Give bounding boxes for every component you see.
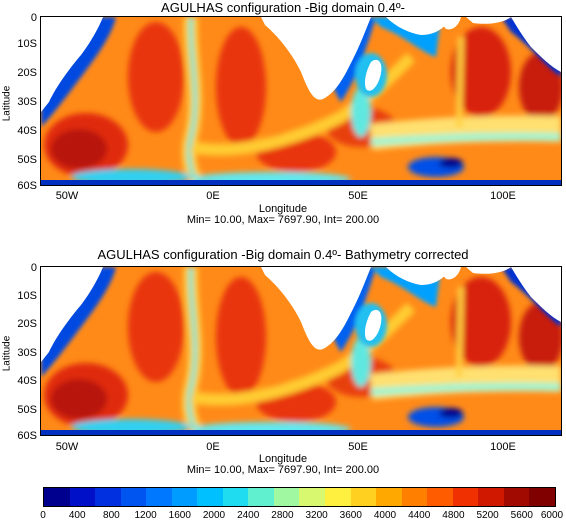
lat-tick: 50S bbox=[17, 404, 37, 416]
lat-tick: 0 bbox=[30, 12, 37, 24]
lat-tick: 20S bbox=[17, 67, 37, 79]
colorbar-tick-label: 2800 bbox=[271, 510, 294, 521]
panel-1-title: AGULHAS configuration -Big domain 0.4º- bbox=[161, 0, 405, 15]
lat-tick: 50S bbox=[17, 154, 37, 166]
colorbar-segment bbox=[146, 488, 172, 506]
colorbar-segment bbox=[222, 488, 249, 506]
colorbar-segment bbox=[171, 488, 198, 506]
colorbar-segment bbox=[95, 488, 121, 506]
colorbar bbox=[43, 487, 556, 507]
colorbar-segment bbox=[299, 488, 326, 506]
lon-tick: 0E bbox=[206, 441, 220, 453]
lat-tick: 10S bbox=[17, 290, 37, 302]
colorbar-segment bbox=[248, 488, 274, 506]
panel-2-stats: Min= 10.00, Max= 7697.90, Int= 200.00 bbox=[186, 464, 380, 476]
panel-2-title: AGULHAS configuration -Big domain 0.4º- … bbox=[97, 247, 469, 262]
colorbar-tick-label: 1200 bbox=[134, 510, 157, 521]
lat-tick: 40S bbox=[17, 375, 37, 387]
colorbar-tick-label: 4800 bbox=[442, 510, 465, 521]
colorbar-segment bbox=[478, 488, 504, 506]
panel-1-ylabel: Latitude bbox=[1, 85, 13, 122]
colorbar-segment bbox=[401, 488, 428, 506]
colorbar-tick-label: 3600 bbox=[339, 510, 362, 521]
colorbar-segment bbox=[350, 488, 377, 506]
colorbar-tick-label: 4400 bbox=[408, 510, 431, 521]
colorbar-tick-label: 6000 bbox=[540, 510, 564, 521]
panel-2-xlabel: Longitude bbox=[258, 453, 308, 465]
colorbar-tick-label: 4000 bbox=[373, 510, 397, 521]
colorbar-segment bbox=[325, 488, 351, 506]
colorbar-tick-label: 1600 bbox=[168, 510, 191, 521]
colorbar-segment bbox=[120, 488, 147, 506]
panel-1-xlabel: Longitude bbox=[258, 203, 308, 215]
lon-tick: 50E bbox=[348, 190, 368, 202]
colorbar-segment bbox=[503, 488, 530, 506]
lat-tick: 60S bbox=[17, 180, 37, 192]
panel-2-ylabel: Latitude bbox=[1, 335, 13, 372]
lat-tick: 40S bbox=[17, 125, 37, 137]
colorbar-segment bbox=[197, 488, 223, 506]
lat-tick: 30S bbox=[17, 347, 37, 359]
colorbar-segment bbox=[529, 488, 555, 506]
lat-tick: 30S bbox=[17, 96, 37, 108]
colorbar-tick-label: 5600 bbox=[510, 510, 533, 521]
lon-tick: 50W bbox=[55, 190, 79, 202]
lon-tick: 50E bbox=[348, 441, 368, 453]
colorbar-segment bbox=[376, 488, 402, 506]
lon-tick: 100E bbox=[490, 441, 516, 453]
colorbar-segment bbox=[273, 488, 300, 506]
lat-tick: 10S bbox=[17, 38, 37, 50]
colorbar-segment bbox=[44, 488, 70, 506]
colorbar-tick-label: 400 bbox=[68, 510, 86, 521]
colorbar-tick-label: 800 bbox=[103, 510, 120, 521]
panel-1-map bbox=[40, 16, 562, 186]
panel-1-stats: Min= 10.00, Max= 7697.90, Int= 200.00 bbox=[186, 214, 380, 226]
colorbar-segment bbox=[427, 488, 453, 506]
lat-tick: 60S bbox=[17, 430, 37, 442]
lat-tick: 20S bbox=[17, 318, 37, 330]
lat-tick: 0 bbox=[30, 262, 37, 274]
lon-tick: 50W bbox=[55, 441, 79, 453]
colorbar-tick-label: 0 bbox=[40, 510, 46, 521]
colorbar-tick-label: 2000 bbox=[202, 510, 226, 521]
panel-2-map bbox=[40, 266, 562, 436]
colorbar-segment bbox=[69, 488, 96, 506]
colorbar-tick-label: 3200 bbox=[305, 510, 328, 521]
colorbar-tick-label: 2400 bbox=[237, 510, 260, 521]
lon-tick: 100E bbox=[490, 190, 516, 202]
colorbar-tick-label: 5200 bbox=[476, 510, 499, 521]
lon-tick: 0E bbox=[206, 190, 220, 202]
colorbar-segment bbox=[452, 488, 479, 506]
